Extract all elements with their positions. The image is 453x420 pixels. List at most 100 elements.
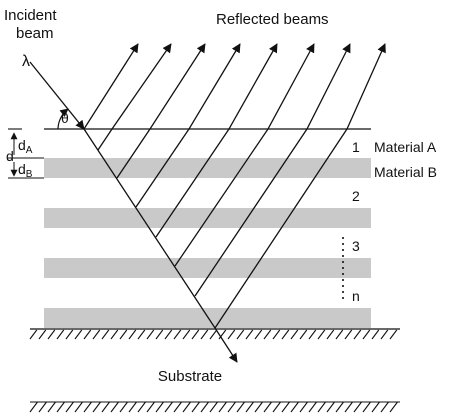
bottom-hatch-stroke-12 <box>137 401 146 413</box>
substrate-hatch-stroke-1 <box>38 329 47 340</box>
incident-beam-label-line1: Incident <box>4 7 57 24</box>
bottom-hatch-stroke-5 <box>74 401 83 413</box>
reflected-beam-6 <box>267 43 315 130</box>
substrate-hatch-stroke-31 <box>308 329 317 340</box>
bottom-hatch-stroke-35 <box>344 401 353 413</box>
substrate-hatch-stroke-0 <box>29 329 38 340</box>
bottom-hatch-stroke-0 <box>29 401 38 413</box>
material-b-layers <box>44 158 371 328</box>
material-a-label: Material A <box>374 139 437 155</box>
substrate-hatch-stroke-19 <box>200 329 209 340</box>
bottom-hatch-stroke-38 <box>371 401 380 413</box>
substrate-hatch-stroke-35 <box>344 329 353 340</box>
layer-number-3: 3 <box>352 238 360 254</box>
substrate-hatch-stroke-40 <box>389 329 398 340</box>
substrate-hatch-stroke-34 <box>335 329 344 340</box>
internal-ray-2 <box>116 128 151 179</box>
d-a-label: dA <box>18 137 33 156</box>
bottom-hatch-stroke-37 <box>362 401 371 413</box>
bottom-hatch-stroke-30 <box>299 401 308 413</box>
substrate-hatch-stroke-11 <box>128 329 137 340</box>
refracted-up-rays <box>97 128 348 329</box>
bottom-hatch-stroke-7 <box>92 401 101 413</box>
layer-number-1: 1 <box>352 139 360 155</box>
substrate-hatch-stroke-38 <box>371 329 380 340</box>
substrate-hatch-stroke-13 <box>146 329 155 340</box>
material-b-label: Material B <box>374 164 437 180</box>
transmitted-beam-arrow <box>214 327 238 363</box>
substrate-hatch-stroke-12 <box>137 329 146 340</box>
layer-number-n: n <box>352 288 360 304</box>
bottom-hatch-stroke-4 <box>65 401 74 413</box>
d-total-label: d <box>6 148 14 164</box>
bottom-hatch-stroke-33 <box>326 401 335 413</box>
substrate-hatch-stroke-26 <box>263 329 272 340</box>
reflected-beam-5 <box>228 43 278 130</box>
substrate-hatch-stroke-22 <box>227 329 236 340</box>
substrate-hatch-stroke-4 <box>65 329 74 340</box>
incident-beam-label-line2: beam <box>16 25 54 42</box>
bottom-hatch-stroke-27 <box>272 401 281 413</box>
substrate-hatch-stroke-10 <box>119 329 128 340</box>
internal-ray-7 <box>214 128 348 329</box>
reflected-beam-8 <box>346 43 386 130</box>
bottom-hatch-stroke-14 <box>155 401 164 413</box>
d-b-label: dB <box>18 161 33 180</box>
substrate-hatch-stroke-17 <box>182 329 191 340</box>
thickness-dimensions <box>8 128 44 179</box>
substrate-hatching <box>29 329 398 340</box>
bottom-hatch-stroke-13 <box>146 401 155 413</box>
bottom-hatch-stroke-31 <box>308 401 317 413</box>
substrate-hatch-stroke-9 <box>110 329 119 340</box>
substrate-hatch-stroke-3 <box>56 329 65 340</box>
substrate-hatch-stroke-27 <box>272 329 281 340</box>
substrate-hatch-stroke-30 <box>299 329 308 340</box>
bottom-hatch-stroke-6 <box>83 401 92 413</box>
bottom-hatch-stroke-22 <box>227 401 236 413</box>
substrate-label: Substrate <box>158 368 222 385</box>
theta-label: θ <box>61 110 69 126</box>
substrate-hatch-stroke-39 <box>380 329 389 340</box>
internal-ray-1 <box>97 128 113 151</box>
bottom-hatch-stroke-16 <box>173 401 182 413</box>
bottom-hatch-stroke-24 <box>245 401 254 413</box>
substrate-hatch-stroke-23 <box>236 329 245 340</box>
reflected-beam-2 <box>111 43 172 130</box>
substrate-hatch-stroke-14 <box>155 329 164 340</box>
bottom-hatch-stroke-23 <box>236 401 245 413</box>
bottom-hatch-stroke-18 <box>191 401 200 413</box>
bottom-hatch-stroke-10 <box>119 401 128 413</box>
bottom-hatch-stroke-28 <box>281 401 290 413</box>
bottom-hatch-stroke-1 <box>38 401 47 413</box>
bottom-hatch-stroke-8 <box>101 401 110 413</box>
substrate-hatch-stroke-33 <box>326 329 335 340</box>
internal-ray-5 <box>174 128 269 267</box>
substrate-hatch-stroke-32 <box>317 329 326 340</box>
bottom-hatch-stroke-21 <box>218 401 227 413</box>
wavelength-symbol: λ <box>22 53 30 70</box>
substrate-hatch-stroke-5 <box>74 329 83 340</box>
layer-b-band-1 <box>44 158 371 178</box>
bottom-hatch-stroke-34 <box>335 401 344 413</box>
substrate-hatch-stroke-28 <box>281 329 290 340</box>
layer-b-band-4 <box>44 308 371 328</box>
reflected-beam-4 <box>188 43 241 130</box>
bottom-hatch-stroke-9 <box>110 401 119 413</box>
substrate-hatch-stroke-8 <box>101 329 110 340</box>
internal-ray-6 <box>194 128 308 297</box>
reflected-beams-label: Reflected beams <box>216 11 329 28</box>
bottom-hatch-stroke-40 <box>389 401 398 413</box>
bottom-hatch-stroke-19 <box>200 401 209 413</box>
angle-arc <box>57 108 69 130</box>
bottom-hatch-stroke-29 <box>290 401 299 413</box>
layer-b-band-3 <box>44 258 371 278</box>
internal-ray-4 <box>155 128 230 238</box>
substrate-hatch-stroke-29 <box>290 329 299 340</box>
internal-ray-3 <box>135 128 190 208</box>
bottom-hatch-stroke-17 <box>182 401 191 413</box>
substrate-hatch-stroke-16 <box>173 329 182 340</box>
refracted-beam-down <box>83 128 216 329</box>
bottom-hatch-stroke-25 <box>254 401 263 413</box>
substrate-hatch-stroke-21 <box>218 329 227 340</box>
